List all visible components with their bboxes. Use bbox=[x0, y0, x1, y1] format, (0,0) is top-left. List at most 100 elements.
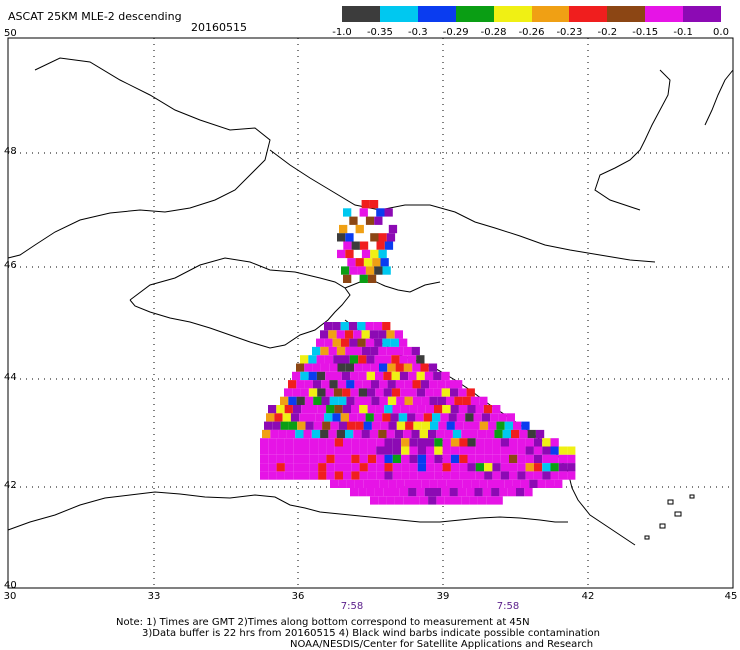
data-pixel bbox=[348, 322, 358, 331]
data-pixel bbox=[409, 405, 418, 414]
data-pixel bbox=[358, 371, 367, 381]
data-pixel bbox=[486, 496, 495, 505]
data-pixel bbox=[450, 388, 459, 397]
data-pixel bbox=[359, 208, 368, 217]
data-pixel bbox=[276, 405, 285, 414]
data-pixel bbox=[387, 396, 397, 405]
product-date: 20160515 bbox=[191, 21, 247, 34]
data-pixel bbox=[454, 479, 463, 488]
data-pixel bbox=[359, 454, 368, 464]
data-pixel bbox=[366, 355, 375, 364]
data-pixel bbox=[392, 463, 402, 472]
data-pixel bbox=[441, 488, 450, 497]
data-pixel bbox=[471, 479, 480, 488]
data-pixel bbox=[369, 330, 379, 339]
data-pixel bbox=[332, 413, 341, 422]
data-pixel bbox=[500, 446, 509, 455]
data-pixel bbox=[367, 274, 377, 283]
data-pixel bbox=[321, 396, 330, 405]
data-pixel bbox=[398, 413, 408, 422]
data-pixel bbox=[361, 346, 371, 356]
data-pixel bbox=[328, 429, 337, 439]
data-pixel bbox=[333, 355, 342, 364]
data-pixel bbox=[471, 421, 480, 430]
data-pixel bbox=[324, 338, 333, 347]
data-pixel bbox=[457, 488, 467, 497]
data-pixel bbox=[304, 396, 314, 405]
data-pixel bbox=[519, 429, 528, 439]
legend-swatch bbox=[379, 6, 418, 22]
data-pixel bbox=[305, 421, 314, 430]
data-pixel bbox=[371, 421, 381, 430]
data-pixel bbox=[370, 233, 379, 242]
data-pixel bbox=[330, 421, 339, 430]
data-pixel bbox=[311, 429, 321, 439]
data-pixel bbox=[324, 413, 333, 422]
data-pixel bbox=[284, 388, 293, 397]
data-pixel bbox=[334, 446, 343, 455]
data-pixel bbox=[351, 471, 360, 480]
data-pixel bbox=[343, 454, 352, 464]
data-pixel bbox=[392, 438, 402, 447]
data-pixel bbox=[517, 463, 526, 472]
lon-label-33: 33 bbox=[147, 591, 161, 602]
data-pixel bbox=[420, 363, 429, 372]
data-pixel bbox=[524, 488, 533, 497]
data-pixel bbox=[288, 396, 297, 405]
data-pixel bbox=[299, 413, 308, 422]
data-pixel bbox=[309, 405, 318, 414]
data-pixel bbox=[334, 463, 343, 472]
data-pixel bbox=[343, 471, 352, 480]
data-pixel bbox=[417, 438, 426, 447]
data-pixel bbox=[525, 454, 534, 464]
data-pixel bbox=[353, 330, 362, 339]
data-pixel bbox=[379, 396, 388, 405]
data-pixel bbox=[316, 371, 326, 381]
data-pixel bbox=[295, 429, 304, 439]
data-pixel bbox=[296, 363, 305, 372]
data-pixel bbox=[343, 241, 352, 250]
data-pixel bbox=[350, 388, 359, 397]
legend-swatch bbox=[645, 6, 684, 22]
data-pixel bbox=[382, 338, 391, 347]
data-pixel bbox=[499, 488, 508, 497]
data-pixel bbox=[440, 413, 449, 422]
data-pixel bbox=[454, 380, 463, 389]
data-pixel bbox=[340, 338, 350, 347]
data-pixel bbox=[452, 429, 462, 439]
data-pixel bbox=[334, 454, 343, 464]
data-pixel bbox=[345, 346, 354, 356]
data-pixel bbox=[413, 479, 422, 488]
data-pixel bbox=[280, 421, 289, 430]
data-pixel bbox=[343, 208, 352, 217]
data-pixel bbox=[401, 438, 410, 447]
data-pixel bbox=[370, 249, 379, 259]
data-pixel bbox=[391, 388, 401, 397]
data-pixel bbox=[345, 429, 354, 439]
data-pixel bbox=[507, 488, 516, 497]
data-pixel bbox=[484, 463, 493, 472]
data-pixel bbox=[407, 413, 416, 422]
data-pixel bbox=[391, 371, 400, 381]
data-pixel bbox=[420, 380, 430, 389]
data-pixel bbox=[395, 346, 404, 356]
data-pixel bbox=[401, 454, 410, 464]
data-pixel bbox=[567, 446, 576, 455]
data-pixel bbox=[437, 396, 446, 405]
data-pixel bbox=[260, 438, 269, 447]
data-pixel bbox=[461, 496, 470, 505]
data-pixel bbox=[309, 454, 319, 464]
data-pixel bbox=[301, 405, 310, 414]
data-pixel bbox=[328, 330, 337, 339]
data-pixel bbox=[318, 463, 327, 472]
data-pixel bbox=[403, 346, 412, 356]
data-pixel bbox=[363, 396, 372, 405]
data-pixel bbox=[441, 371, 450, 381]
data-pixel bbox=[429, 380, 438, 389]
data-pixel bbox=[272, 421, 281, 430]
data-pixel bbox=[320, 330, 329, 339]
data-pixel bbox=[372, 258, 381, 267]
coastline-ne-river bbox=[704, 69, 734, 126]
data-pixel bbox=[264, 421, 273, 430]
data-pixel bbox=[442, 438, 451, 447]
